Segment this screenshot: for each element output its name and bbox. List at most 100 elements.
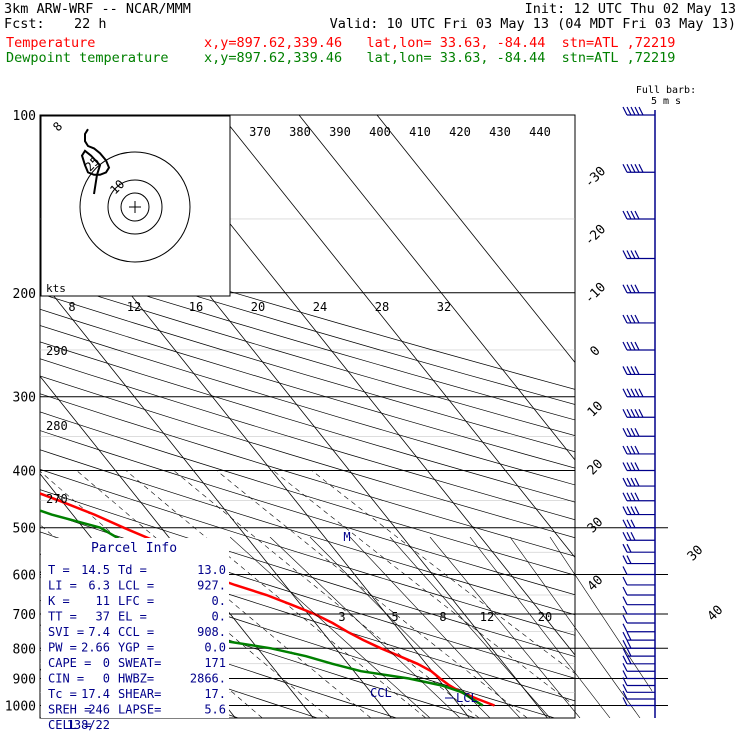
parcel-value: 6.3 — [88, 579, 110, 593]
pressure-label-200: 200 — [13, 287, 36, 302]
wind-barb-flag — [622, 408, 628, 418]
wind-barb-flag — [622, 543, 628, 553]
wind-barb-flag — [622, 677, 628, 686]
wind-barb-flag — [630, 531, 636, 541]
wind-barb — [622, 690, 655, 700]
wind-barb — [622, 506, 655, 516]
wind-barb-flag — [634, 408, 640, 418]
wind-barb-flag — [630, 408, 636, 418]
wind-barb-flag — [622, 445, 628, 455]
hodograph-speed-label: 8 — [68, 300, 75, 314]
wind-barb-flag — [638, 163, 644, 173]
marker-ccl: CCL — [370, 686, 392, 700]
wind-barb — [622, 655, 655, 665]
isotherm-label: 0 — [587, 343, 603, 359]
wind-barb-flag — [622, 690, 628, 700]
wind-barb — [622, 388, 655, 398]
wind-barb-flag — [622, 623, 628, 632]
wind-barb-flag — [630, 427, 636, 437]
wind-barb-flag — [634, 250, 640, 259]
wind-barb-flag — [626, 506, 632, 515]
dry-adiabat — [40, 411, 575, 576]
wind-barb-flag — [630, 284, 636, 294]
theta-label: 420 — [449, 125, 471, 139]
pressure-label-300: 300 — [13, 391, 36, 406]
wind-barb — [622, 519, 655, 529]
wind-barb-flag — [622, 555, 628, 564]
isotherm — [376, 115, 575, 364]
wind-barb-flag — [622, 284, 628, 294]
wind-barb-flag — [622, 506, 628, 515]
forecast-hour: 22 h — [74, 16, 107, 32]
dry-adiabat — [40, 233, 575, 390]
mixing-ratio-line — [273, 470, 575, 707]
wind-barb-flag — [634, 284, 640, 294]
mixing-ratio-label: 5 — [391, 610, 398, 624]
wind-barb — [622, 684, 655, 693]
forecast-label: Fcst: — [4, 16, 45, 32]
wind-barb-flag — [634, 388, 640, 398]
isotherm-label: -10 — [582, 280, 609, 307]
isotherm-label: -30 — [582, 164, 609, 191]
wind-barb-flag — [638, 388, 644, 398]
wind-barb — [622, 647, 655, 657]
isotherm-label: 10 — [585, 399, 607, 421]
dry-adiabat — [40, 489, 575, 657]
parcel-key: K = — [48, 594, 70, 608]
parcel-value: 17. — [204, 687, 226, 701]
theta-label: 410 — [409, 125, 431, 139]
wind-barb-flag — [626, 639, 632, 649]
wind-barb — [622, 250, 655, 260]
wind-barb — [622, 631, 655, 641]
wind-barb-flag — [626, 655, 632, 665]
wind-barb-flag — [626, 427, 632, 437]
parcel-key: HWBZ= — [118, 672, 154, 686]
wind-barb-flag — [630, 506, 636, 515]
temperature-legend: Temperature — [6, 35, 96, 51]
wind-barb-flag — [630, 210, 636, 220]
wind-barb — [622, 670, 655, 680]
lower-guide — [269, 537, 461, 718]
side-label-40: 40 — [705, 603, 727, 625]
pressure-label-100: 100 — [13, 109, 36, 124]
wind-barb-flag — [622, 250, 628, 259]
parcel-key: SREH = — [48, 703, 91, 717]
wind-barb — [622, 576, 655, 586]
parcel-value: 5.6 — [204, 703, 226, 717]
wind-barb — [622, 492, 655, 502]
lower-guide — [469, 537, 611, 718]
pressure-label-800: 800 — [13, 642, 36, 657]
wind-barb-flag — [622, 670, 628, 679]
parcel-value: 7.4 — [88, 625, 110, 639]
wind-barb-flag — [630, 388, 636, 398]
isotherm — [298, 115, 575, 461]
wind-barb-flag — [634, 492, 640, 501]
wind-barb — [622, 605, 655, 615]
wind-barb-flag — [626, 250, 632, 259]
wind-barb-flag — [622, 586, 628, 596]
wind-barb-flag — [622, 519, 628, 529]
lower-guide — [389, 537, 551, 718]
wind-barb-flag — [622, 596, 628, 605]
dry-adiabat — [40, 468, 575, 636]
isotherm — [40, 375, 314, 718]
pressure-label-500: 500 — [13, 522, 36, 537]
wind-barb-flag — [626, 408, 632, 418]
wind-barb — [622, 477, 655, 487]
wind-barb-flag — [622, 388, 628, 398]
parcel-key: SVI = — [48, 625, 84, 639]
wind-barb — [622, 366, 655, 376]
wind-barb-flag — [638, 106, 644, 116]
parcel-value: 17.4 — [81, 687, 110, 701]
wind-barb-flag — [626, 388, 632, 398]
wind-barb — [622, 623, 655, 633]
parcel-value: 0. — [212, 610, 226, 624]
wind-barb-flag — [626, 284, 632, 294]
parcel-box — [41, 538, 229, 718]
marker-m: M — [343, 530, 350, 544]
theta-label: 440 — [529, 125, 551, 139]
wind-barb-flag — [634, 366, 640, 375]
dry-adiabat — [40, 430, 575, 596]
wind-barb-flag — [630, 106, 636, 116]
wind-barb-flag — [634, 506, 640, 515]
